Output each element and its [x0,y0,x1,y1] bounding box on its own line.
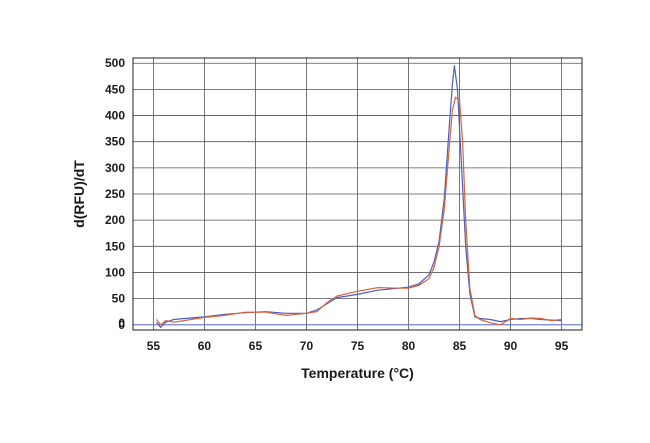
y-tick-label: 0 [118,316,125,330]
series-line-1 [156,65,562,328]
x-tick-label: 70 [300,339,314,353]
x-tick-label: 55 [147,339,161,353]
y-tick-label: 500 [105,56,125,70]
y-tick-label: 450 [105,82,125,96]
y-tick-label: 0 [118,318,125,332]
y-tick-label: 350 [105,135,125,149]
y-axis-title: d(RFU)/dT [71,160,87,228]
y-tick-label: 150 [105,239,125,253]
tick-labels: 55 60 65 70 75 80 85 90 950050100150200250300350… [105,56,569,353]
x-tick-label: 60 [198,339,212,353]
x-tick-label: 95 [555,339,569,353]
x-tick-label: 75 [351,339,365,353]
x-tick-label: 80 [402,339,416,353]
x-tick-label: 85 [453,339,467,353]
y-tick-label: 50 [112,292,126,306]
y-tick-label: 250 [105,187,125,201]
plot-area-frame [132,57,583,331]
y-tick-label: 200 [105,213,125,227]
series-lines [156,65,562,328]
x-axis-title: Temperature (°C) [301,365,414,381]
y-tick-label: 400 [105,109,125,123]
y-tick-label: 100 [105,265,125,279]
grid-lines [133,58,582,330]
x-tick-label: 65 [249,339,263,353]
y-tick-label: 300 [105,161,125,175]
x-tick-label: 90 [504,339,518,353]
series-line-2 [156,96,562,326]
